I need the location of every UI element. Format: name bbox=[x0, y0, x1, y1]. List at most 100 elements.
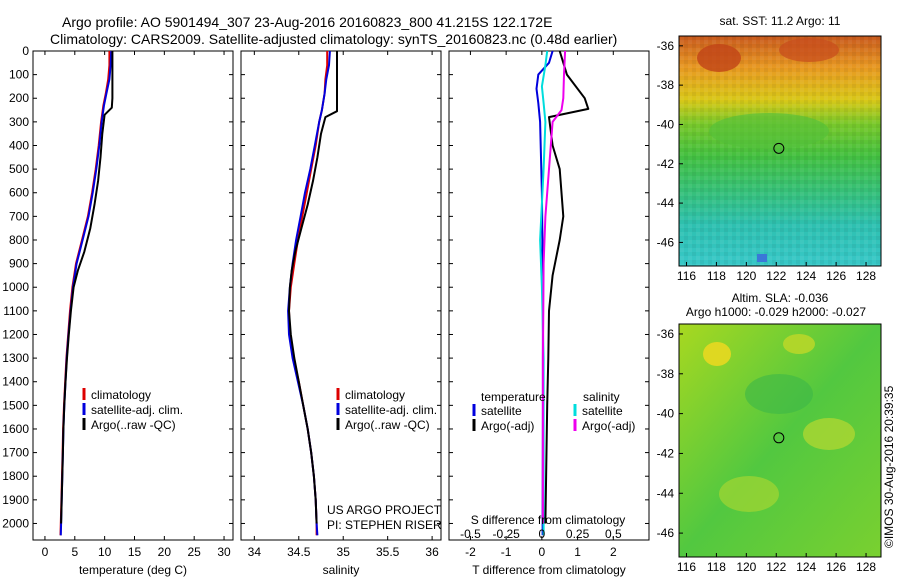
project-annotation: PI: STEPHEN RISER bbox=[327, 518, 442, 532]
depth-tick-label: 1000 bbox=[2, 280, 29, 294]
x-tick-label: 35.5 bbox=[376, 545, 400, 559]
x-axis-label: salinity bbox=[323, 563, 360, 577]
x-tick-label: 15 bbox=[128, 545, 142, 559]
x-tick-label: -2 bbox=[465, 545, 476, 559]
argo-location-marker bbox=[773, 142, 785, 154]
sst-map: 116 118 120 122 124 126 128 -36 -38 -40 -42 -44 -46 s… bbox=[657, 14, 882, 283]
blue-patch bbox=[757, 254, 767, 262]
depth-tick-label: 400 bbox=[9, 138, 29, 152]
x-tick-label: 1 bbox=[574, 545, 581, 559]
x-tick-label: 2 bbox=[610, 545, 617, 559]
x-tick-label: 5 bbox=[71, 545, 78, 559]
lon-tick-label: 122 bbox=[766, 560, 786, 574]
legend-label: satellite bbox=[481, 404, 522, 418]
depth-tick-label: 1600 bbox=[2, 422, 29, 436]
lon-tick-label: 124 bbox=[796, 269, 816, 283]
salinity-panel: 34 34.5 35 35.5 36 salinity climatologysatelli… bbox=[240, 50, 442, 577]
lon-tick-label: 118 bbox=[707, 560, 726, 574]
x-tick-label: 10 bbox=[98, 545, 112, 559]
depth-tick-label: 200 bbox=[9, 91, 29, 105]
legend-label: climatology bbox=[91, 388, 151, 402]
legend-label: Argo(..raw -QC) bbox=[91, 418, 176, 432]
x-axis-label: temperature (deg C) bbox=[79, 563, 187, 577]
x-tick-label: 36 bbox=[425, 545, 439, 559]
top-tick-label: -0.25 bbox=[492, 527, 520, 541]
x-tick-label: 34.5 bbox=[287, 545, 311, 559]
depth-tick-label: 700 bbox=[9, 209, 29, 223]
legend-label: satellite-adj. clim. bbox=[91, 403, 183, 417]
warm-patch bbox=[779, 38, 839, 62]
lat-tick-label: -38 bbox=[657, 367, 675, 381]
plot-frame bbox=[448, 50, 650, 541]
sla-high bbox=[703, 342, 731, 366]
depth-tick-label: 600 bbox=[9, 186, 29, 200]
argo-location-marker bbox=[773, 432, 785, 444]
depth-tick-label: 1500 bbox=[2, 398, 29, 412]
x-tick-label: 25 bbox=[188, 545, 202, 559]
lon-tick-label: 120 bbox=[736, 269, 756, 283]
series-line-2 bbox=[544, 50, 590, 524]
depth-tick-label: 1400 bbox=[2, 375, 29, 389]
lon-tick-label: 118 bbox=[707, 269, 726, 283]
map-title: sat. SST: 11.2 Argo: 11 bbox=[720, 14, 841, 28]
series-line-0 bbox=[288, 51, 329, 536]
lat-tick-label: -46 bbox=[657, 235, 675, 249]
lat-tick-label: -40 bbox=[657, 407, 675, 421]
depth-tick-label: 1900 bbox=[2, 493, 29, 507]
top-tick-label: 0.5 bbox=[605, 527, 622, 541]
depth-tick-label: 800 bbox=[9, 233, 29, 247]
plot-frame bbox=[32, 50, 234, 541]
sla-high bbox=[803, 418, 855, 450]
legend-label: satellite bbox=[582, 404, 623, 418]
top-axis-label: S difference from climatology bbox=[471, 513, 626, 527]
x-tick-label: 34 bbox=[248, 545, 262, 559]
temperature-panel: 0100200300400500600700800900100011001200… bbox=[2, 44, 234, 577]
depth-tick-label: 900 bbox=[9, 257, 29, 271]
x-tick-label: 35 bbox=[337, 545, 351, 559]
copyright-label: ©IMOS 30-Aug-2016 20:39:35 bbox=[882, 385, 896, 548]
map-title: Altim. SLA: -0.036 bbox=[732, 291, 829, 305]
legend-header-temperature: temperature bbox=[481, 390, 546, 404]
header-line-1: Argo profile: AO 5901494_307 23-Aug-2016… bbox=[62, 14, 552, 30]
lat-tick-label: -44 bbox=[657, 486, 675, 500]
lon-tick-label: 122 bbox=[766, 269, 786, 283]
x-tick-label: 20 bbox=[158, 545, 172, 559]
map-frame bbox=[678, 323, 882, 558]
lon-tick-label: 116 bbox=[677, 560, 696, 574]
depth-tick-label: 300 bbox=[9, 115, 29, 129]
warm-patch bbox=[697, 44, 741, 72]
series-line-2 bbox=[288, 51, 338, 524]
plot-frame bbox=[240, 50, 442, 541]
lat-tick-label: -40 bbox=[657, 117, 675, 131]
lat-tick-label: -38 bbox=[657, 78, 675, 92]
depth-tick-label: 1800 bbox=[2, 469, 29, 483]
x-tick-label: 0 bbox=[42, 545, 49, 559]
project-annotation: US ARGO PROJECT bbox=[327, 503, 442, 517]
difference-panel: -2 -1 0 1 2 T difference from climatology temp… bbox=[448, 50, 650, 577]
lon-tick-label: 128 bbox=[856, 560, 876, 574]
series-line-2 bbox=[60, 51, 114, 524]
x-tick-label: 30 bbox=[217, 545, 231, 559]
lat-tick-label: -46 bbox=[657, 526, 675, 540]
lon-tick-label: 126 bbox=[826, 560, 846, 574]
lon-tick-label: 124 bbox=[796, 560, 816, 574]
depth-tick-label: 1200 bbox=[2, 327, 29, 341]
green-band bbox=[709, 113, 829, 149]
sla-high bbox=[783, 334, 815, 354]
top-tick-label: 0.25 bbox=[566, 527, 590, 541]
lat-tick-label: -44 bbox=[657, 196, 675, 210]
top-tick-label: -0.5 bbox=[460, 527, 481, 541]
sst-texture bbox=[679, 36, 881, 266]
depth-tick-label: 1700 bbox=[2, 446, 29, 460]
depth-tick-label: 1100 bbox=[3, 304, 29, 318]
sla-high bbox=[719, 476, 779, 512]
depth-tick-label: 1300 bbox=[2, 351, 29, 365]
map-frame bbox=[678, 35, 882, 267]
depth-tick-label: 0 bbox=[22, 44, 29, 58]
sla-map: 116 118 120 122 124 126 128 -36 -38 -40 -42 -44 -46 A… bbox=[657, 291, 896, 574]
x-tick-label: 0 bbox=[539, 545, 546, 559]
depth-tick-label: 100 bbox=[9, 68, 29, 82]
legend-header-salinity: salinity bbox=[583, 390, 620, 404]
sla-low bbox=[745, 374, 813, 414]
legend-label: Argo(-adj) bbox=[481, 419, 534, 433]
